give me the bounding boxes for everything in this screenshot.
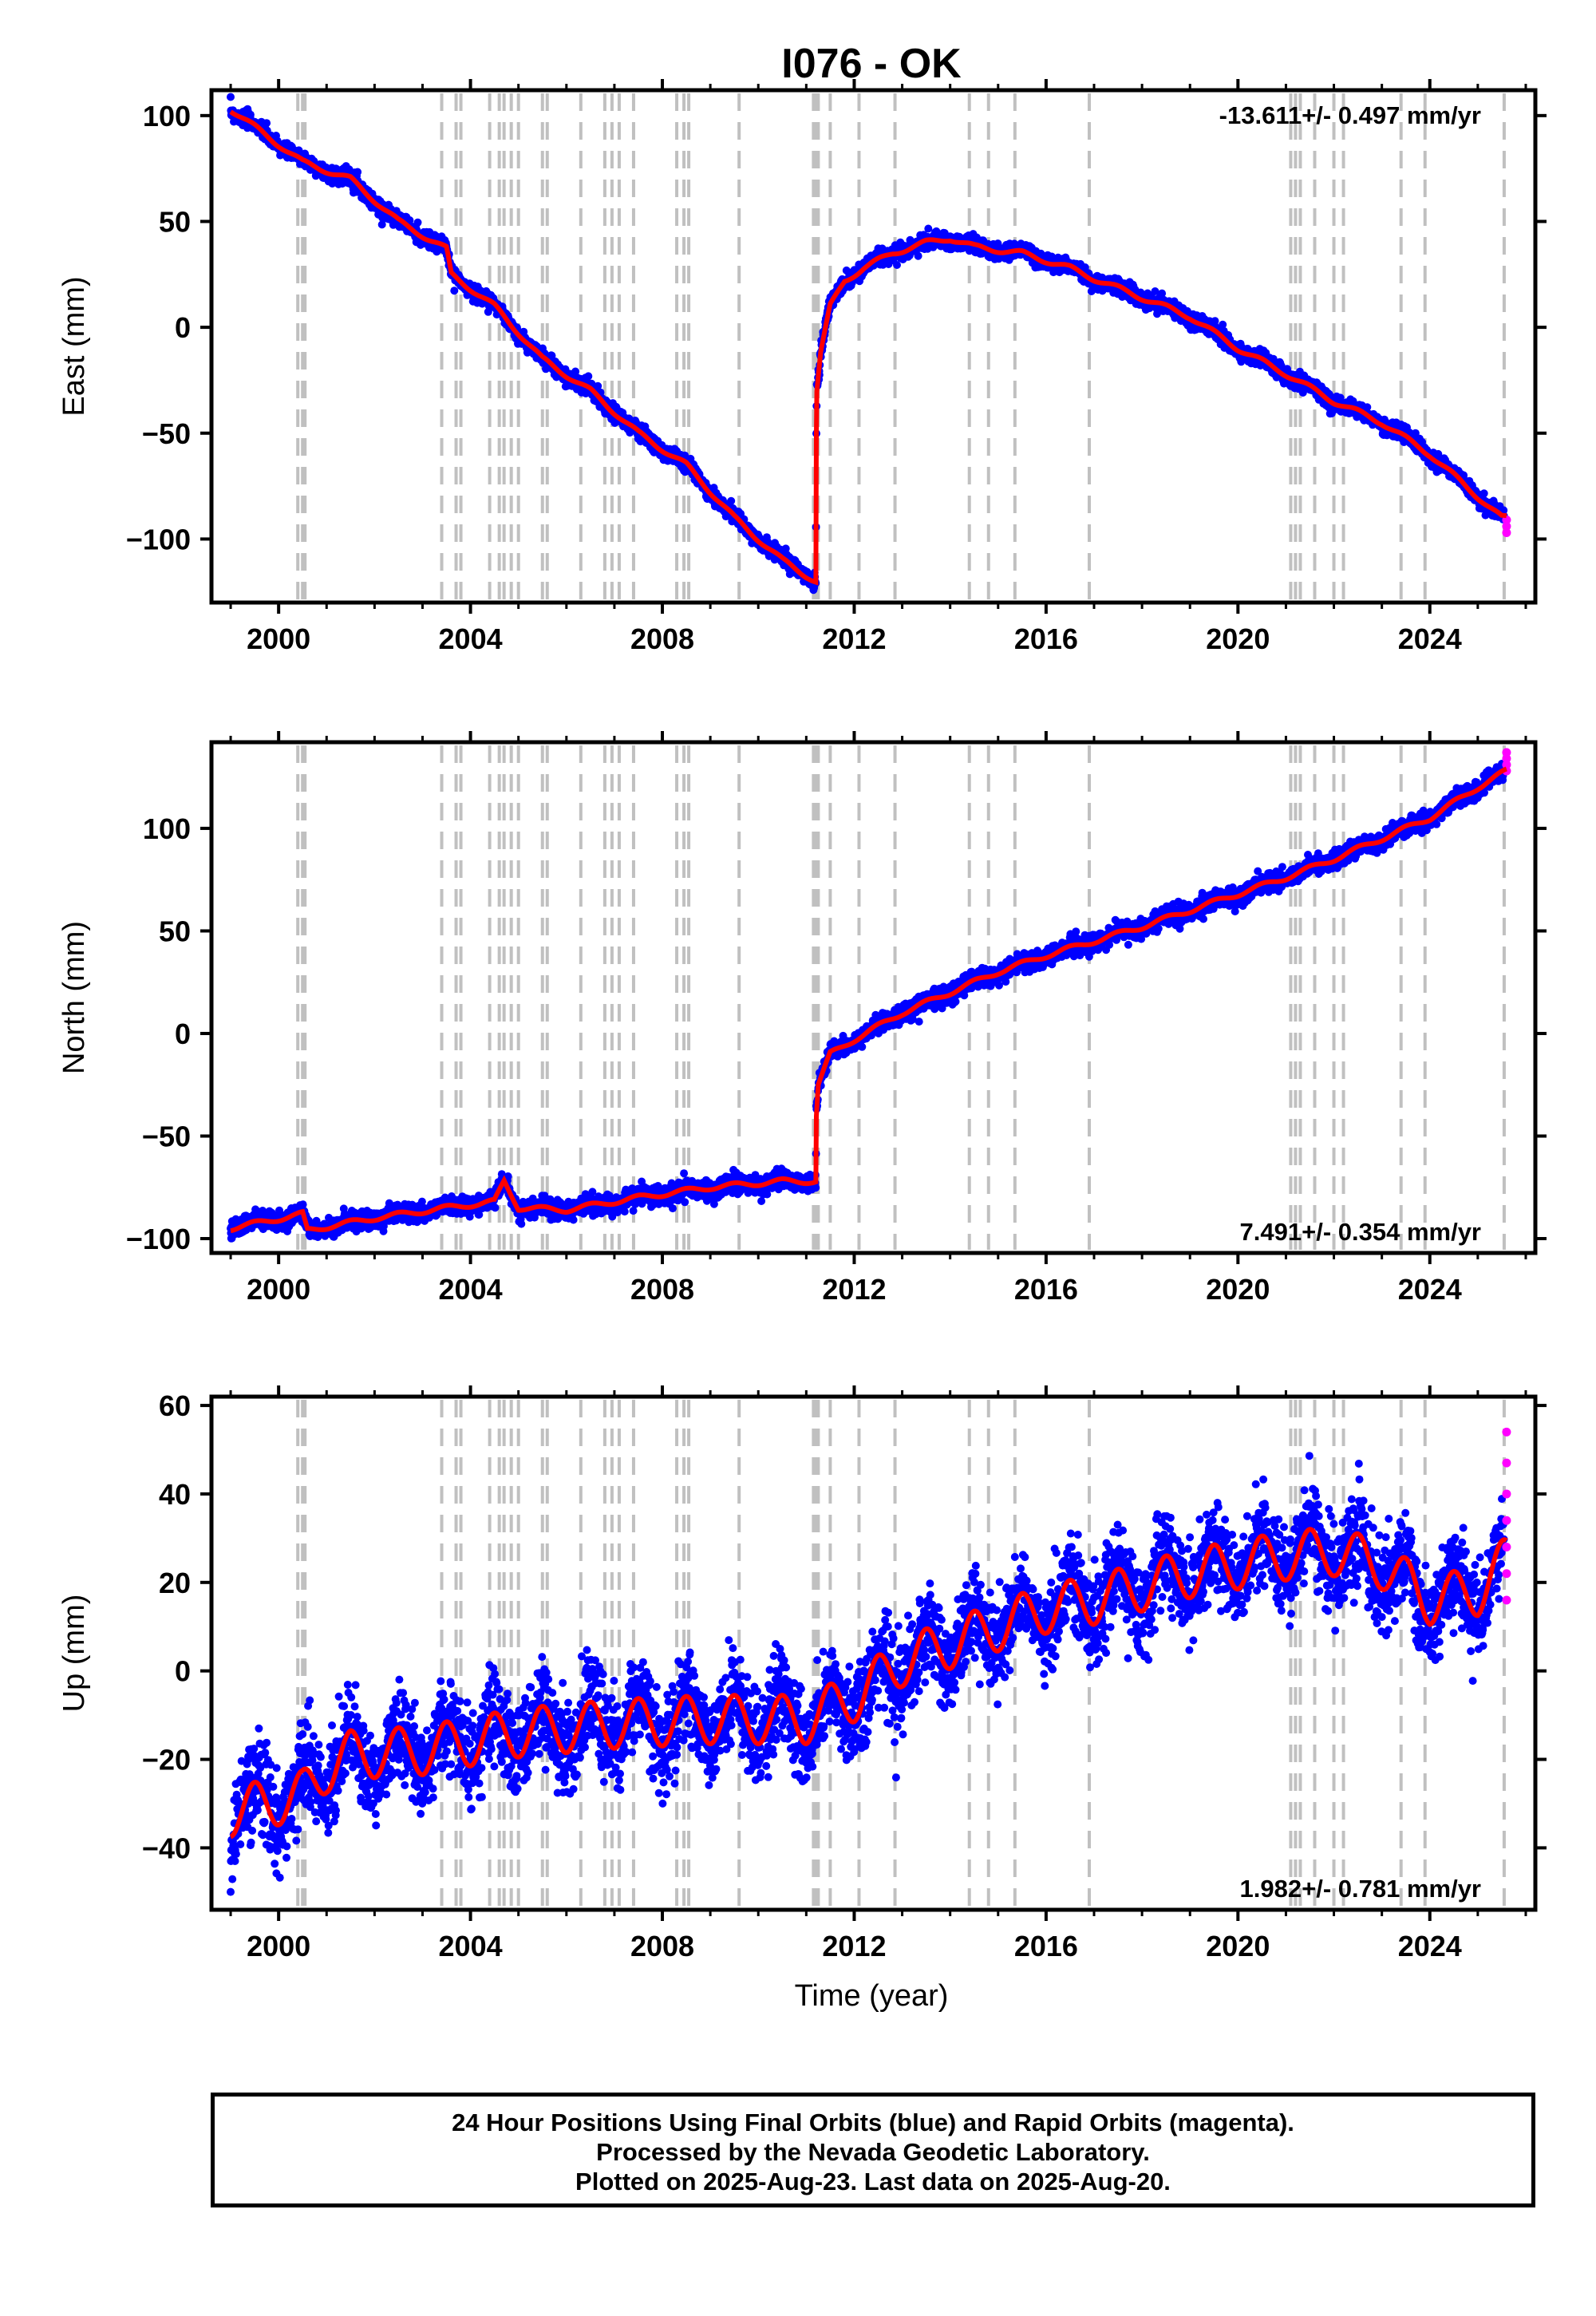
rapid-orbit-points-east [1502, 516, 1511, 537]
x-tick-label: 2016 [1014, 622, 1078, 655]
final-orbit-point [354, 168, 362, 176]
event-lines-east [296, 93, 1506, 599]
x-tick-label: 2004 [439, 622, 503, 655]
final-orbit-point [298, 1200, 307, 1209]
final-orbit-point [547, 351, 556, 360]
y-tick-label: 100 [143, 100, 191, 132]
panel-north: 2000 2004 2008 2012 2016 2020 2024−100−5005010… [57, 731, 1547, 1306]
final-orbit-point [924, 224, 933, 233]
y-tick-label: 50 [159, 205, 191, 238]
y-tick-label: −100 [126, 523, 191, 555]
panels-layer: 2000 2004 2008 2012 2016 2020 2024 −100 −50 0 50 10… [57, 79, 1547, 1962]
rapid-orbit-point [1502, 528, 1511, 537]
final-orbit-point [1479, 489, 1488, 498]
y-tick-label: 0 [175, 311, 191, 344]
final-orbit-point [450, 287, 459, 295]
final-orbit-point [594, 381, 602, 390]
y-axis-label-east: East (mm) [57, 276, 91, 416]
x-tick-label: 2020 [1206, 622, 1270, 655]
x-tick-label: 2008 [630, 622, 694, 655]
final-orbit-point [893, 261, 901, 269]
final-orbit-point [584, 372, 593, 381]
final-orbit-point [727, 496, 736, 505]
x-tick-label: 2012 [822, 622, 886, 655]
final-orbit-point [377, 220, 386, 229]
final-orbit-point [413, 218, 422, 227]
y-tick-label: −50 [142, 417, 191, 450]
x-tick-label: 2024 [1398, 622, 1462, 655]
final-orbit-point [263, 119, 271, 128]
x-tick-label: 2000 [247, 622, 310, 655]
final-orbit-point [571, 367, 580, 376]
event-lines-north [296, 745, 1506, 1250]
chart-title: I076 - OK [781, 41, 962, 87]
final-orbit-point [914, 251, 922, 260]
final-orbit-point [227, 93, 235, 101]
velocity-label-east: -13.611+/- 0.497 mm/yr [1219, 101, 1481, 129]
panel-east: 2000 2004 2008 2012 2016 2020 2024 −100 −50 0 50 10… [57, 79, 1547, 655]
panel-frame-east [209, 88, 1538, 605]
